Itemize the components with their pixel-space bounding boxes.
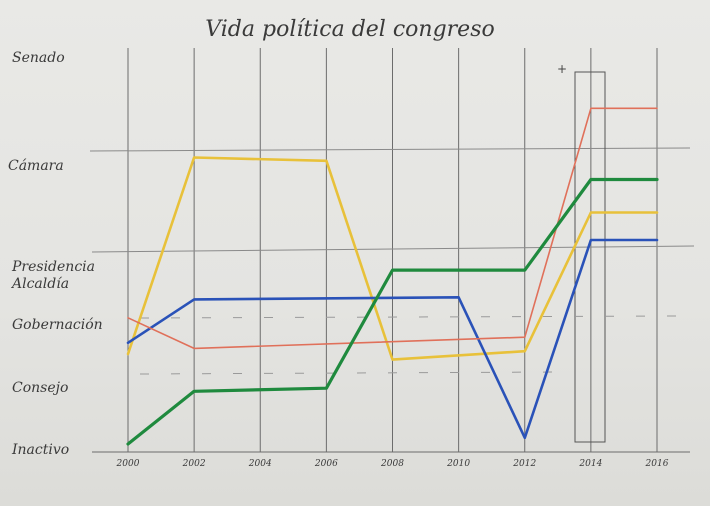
dashed-guide-line [139,371,561,375]
horizontal-grid-line [89,147,691,152]
y-tick-label: Inactivo [11,442,69,458]
y-tick-label: Gobernación [12,317,103,333]
series-line [126,156,659,361]
x-tick-label: 2012 [512,459,536,469]
series-line [127,107,658,350]
y-tick-label: Presidencia [11,259,95,275]
chart-title: Vida política del congreso [205,17,494,42]
series-line [126,238,659,440]
x-tick-label: 2006 [314,459,338,469]
series-line [126,177,659,446]
y-tick-label: Cámara [8,158,64,174]
x-tick-label: 2010 [446,459,470,469]
y-tick-label: Senado [12,50,65,66]
y-tick-label: Alcaldía [10,276,69,292]
highlight-box [574,71,606,443]
x-tick-label: 2002 [182,459,206,469]
plus-mark: + [557,62,567,76]
y-tick-label: Consejo [12,380,68,396]
grid-lines: + [89,48,695,453]
x-tick-label: 2008 [380,459,404,469]
dashed-guide-line [139,315,681,319]
x-tick-labels: 2000 2002 2004 2006 2008 2010 2012 2014 2016 [116,459,669,469]
x-tick-label: 2000 [116,459,140,469]
series-lines [126,107,659,446]
x-tick-label: 2016 [645,459,669,469]
dashed-guides [139,315,681,375]
x-tick-label: 2004 [248,459,272,469]
x-tick-label: 2014 [578,459,602,469]
horizontal-grid-line [91,245,695,253]
